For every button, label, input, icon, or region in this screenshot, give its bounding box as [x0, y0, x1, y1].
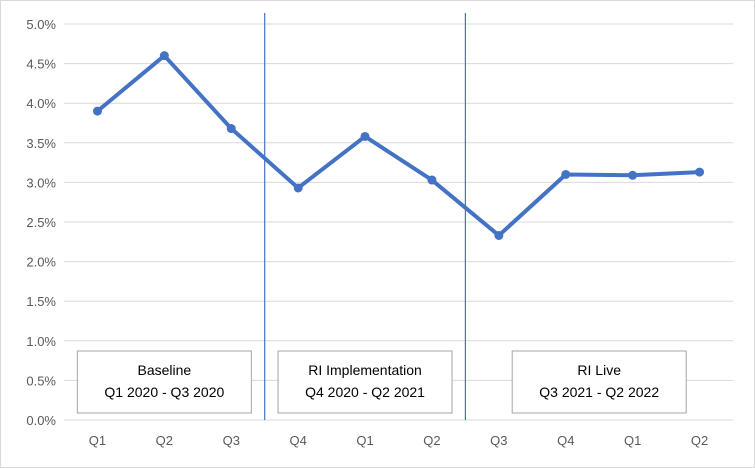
- y-tick-label: 0.5%: [26, 373, 56, 388]
- phase-annotation-box: Baseline Q1 2020 - Q3 2020: [76, 350, 252, 414]
- data-point: [92, 106, 102, 116]
- y-tick-label: 2.5%: [26, 215, 56, 230]
- phase-annotations: Baseline Q1 2020 - Q3 2020 RI Implementati…: [76, 350, 687, 414]
- annotation-box-border: [511, 350, 687, 414]
- y-tick-label: 3.5%: [26, 136, 56, 151]
- x-tick-label: Q4: [289, 433, 306, 448]
- annotation-box-border: [277, 350, 453, 414]
- annotation-date-range: Q3 2021 - Q2 2022: [539, 384, 659, 400]
- phase-dividers: [264, 13, 466, 420]
- annotation-phase-name: RI Live: [577, 362, 621, 378]
- y-tick-label: 1.5%: [26, 294, 56, 309]
- x-tick-label: Q1: [624, 433, 641, 448]
- phase-annotation-box: RI Live Q3 2021 - Q2 2022: [511, 350, 687, 414]
- data-point: [159, 51, 169, 61]
- annotation-phase-name: RI Implementation: [308, 362, 422, 378]
- series: [92, 51, 705, 240]
- x-tick-label: Q1: [356, 433, 373, 448]
- data-point: [293, 183, 303, 193]
- x-tick-label: Q2: [423, 433, 440, 448]
- y-tick-label: 4.5%: [26, 57, 56, 72]
- phase-annotation-box: RI Implementation Q4 2020 - Q2 2021: [277, 350, 453, 414]
- y-tick-label: 1.0%: [26, 334, 56, 349]
- annotation-box-border: [76, 350, 252, 414]
- y-tick-label: 0.0%: [26, 413, 56, 428]
- data-point: [695, 167, 705, 177]
- x-tick-label: Q3: [223, 433, 240, 448]
- x-axis-tick-labels: Q1 Q2 Q3 Q4 Q1 Q2 Q3 Q4 Q1 Q2: [89, 433, 708, 448]
- data-point: [628, 170, 638, 180]
- y-axis-tick-labels: 0.0% 0.5% 1.0% 1.5% 2.0% 2.5% 3.0% 3.5% 4.0% 4.5%…: [26, 17, 56, 428]
- annotation-date-range: Q4 2020 - Q2 2021: [305, 384, 425, 400]
- x-tick-label: Q2: [156, 433, 173, 448]
- y-tick-label: 5.0%: [26, 17, 56, 32]
- data-point: [360, 131, 370, 141]
- x-tick-label: Q4: [557, 433, 574, 448]
- data-point: [494, 230, 504, 240]
- annotation-phase-name: Baseline: [137, 362, 191, 378]
- x-tick-label: Q3: [490, 433, 507, 448]
- data-point: [226, 124, 236, 134]
- data-point: [427, 175, 437, 185]
- y-tick-label: 4.0%: [26, 96, 56, 111]
- x-tick-label: Q2: [691, 433, 708, 448]
- y-tick-label: 2.0%: [26, 255, 56, 270]
- y-tick-label: 3.0%: [26, 175, 56, 190]
- x-tick-label: Q1: [89, 433, 106, 448]
- series-line: [95, 53, 702, 238]
- data-point: [561, 169, 571, 179]
- annotation-date-range: Q1 2020 - Q3 2020: [104, 384, 224, 400]
